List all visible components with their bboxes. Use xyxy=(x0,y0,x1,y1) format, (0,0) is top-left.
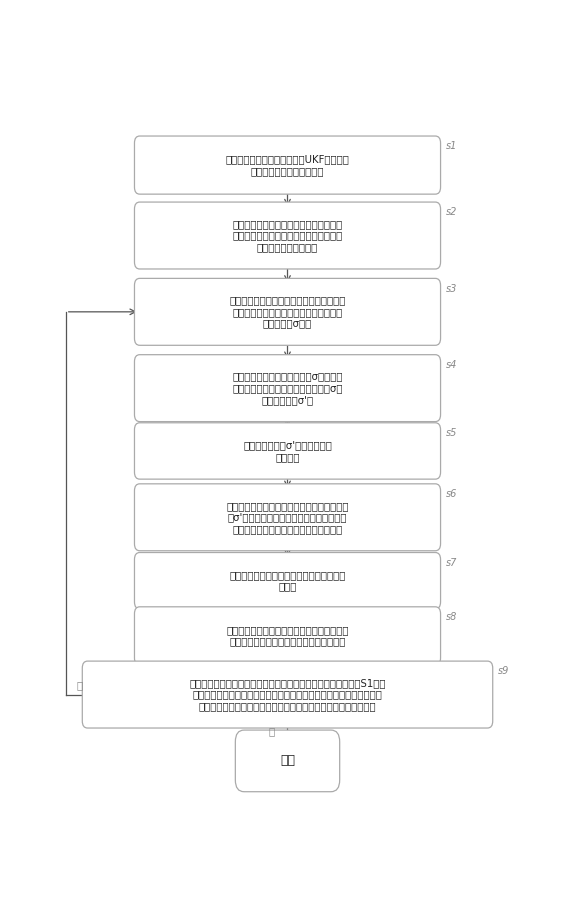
FancyBboxPatch shape xyxy=(236,730,340,792)
Text: s2: s2 xyxy=(446,208,458,218)
FancyBboxPatch shape xyxy=(135,202,440,269)
FancyBboxPatch shape xyxy=(135,423,440,479)
Text: 根据所述卡尔曼增益和所述实时声呐数据和姿态数据，更新步骤S1中的
所述状态向量和所述协方差矩阵，并输出更新后的状态向量和协方差矩
阵；判断更新后的状态向量和协方: 根据所述卡尔曼增益和所述实时声呐数据和姿态数据，更新步骤S1中的 所述状态向量和… xyxy=(189,678,386,711)
Text: s3: s3 xyxy=(446,283,458,293)
Text: 初始化无迹卡尔曼滤波算法〈UKF〉的状态
向量，并设定协方差矩阵；: 初始化无迹卡尔曼滤波算法〈UKF〉的状态 向量，并设定协方差矩阵； xyxy=(226,154,350,176)
Text: 否: 否 xyxy=(77,680,83,690)
FancyBboxPatch shape xyxy=(82,661,493,728)
Text: s7: s7 xyxy=(446,558,458,568)
FancyBboxPatch shape xyxy=(135,354,440,422)
FancyBboxPatch shape xyxy=(135,136,440,194)
Text: s5: s5 xyxy=(446,428,458,438)
FancyBboxPatch shape xyxy=(135,607,440,665)
Text: s4: s4 xyxy=(446,360,458,370)
Text: 计算所述预测的观测状态值的均值和协方差
矩阵；: 计算所述预测的观测状态值的均值和协方差 矩阵； xyxy=(229,570,346,591)
Text: 计算所述状态向量的均值，根据所述状态向
量的均值和协方差矩阵，通过无迹卡尔变
换选择一组σ点；: 计算所述状态向量的均值，根据所述状态向 量的均值和协方差矩阵，通过无迹卡尔变 换… xyxy=(229,295,346,329)
FancyBboxPatch shape xyxy=(135,279,440,345)
Text: s9: s9 xyxy=(498,666,510,676)
Text: s8: s8 xyxy=(446,612,458,622)
Text: 结束: 结束 xyxy=(280,754,295,767)
Text: 根据所求取的所述预测的观测状态值的协方差
和所述观测噪声协方差，计算卡尔曼增益；: 根据所求取的所述预测的观测状态值的协方差 和所述观测噪声协方差，计算卡尔曼增益； xyxy=(226,625,349,647)
Text: s1: s1 xyxy=(446,141,458,151)
Text: 定义观测模型和观测噪声协方差，并构建
所述状态向量分别与所述声呐数据和所述
姿态数据的映射关系；: 定义观测模型和观测噪声协方差，并构建 所述状态向量分别与所述声呐数据和所述 姿态… xyxy=(232,219,343,252)
FancyBboxPatch shape xyxy=(135,484,440,551)
FancyBboxPatch shape xyxy=(135,552,440,609)
Text: s6: s6 xyxy=(446,489,458,499)
Text: 计算所有预测点σ'的均值和协方
差矩阵；: 计算所有预测点σ'的均值和协方 差矩阵； xyxy=(243,440,332,462)
Text: 定义状态转移模型，并将每个σ点通过所
述状态转移模型进行传播，得到每个σ点
对应的预测点σ'；: 定义状态转移模型，并将每个σ点通过所 述状态转移模型进行传播，得到每个σ点 对应… xyxy=(232,372,343,404)
Text: 获取实时声呐数据和姿态数据，根据所述预测
点σ'及所获取的声呐数据和姿态数据，应用
所述观测模型，得到预测的观测状态值；: 获取实时声呐数据和姿态数据，根据所述预测 点σ'及所获取的声呐数据和姿态数据，应… xyxy=(226,501,349,534)
Text: 是: 是 xyxy=(268,726,274,736)
